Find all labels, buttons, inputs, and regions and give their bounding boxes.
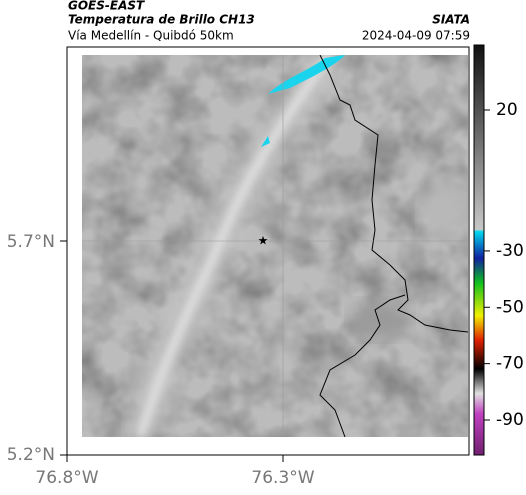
colorbar-tick-label: -50 xyxy=(496,297,524,317)
title: GOES-EAST xyxy=(68,0,145,13)
lat-label: 5.7°N xyxy=(7,232,55,252)
colorbar-tick-label: -70 xyxy=(496,354,524,374)
lat-label: 5.2°N xyxy=(7,445,55,465)
source: SIATA xyxy=(432,13,470,27)
satellite-image: ★ xyxy=(82,55,468,437)
colorbar xyxy=(473,44,485,456)
svg-text:★: ★ xyxy=(258,234,269,248)
lon-label: 76.3°W xyxy=(251,468,314,488)
lon-label: 76.8°W xyxy=(35,468,98,488)
colorbar-ticks: 20 -30 -50 -70 -90 xyxy=(484,100,524,430)
colorbar-tick-label: 20 xyxy=(496,100,518,120)
region: Vía Medellín - Quibdó 50km xyxy=(68,29,234,43)
map-frame xyxy=(66,46,470,456)
timestamp: 2024-04-09 07:59 xyxy=(362,29,470,43)
colorbar-tick-label: -90 xyxy=(496,410,524,430)
subtitle: Temperatura de Brillo CH13 xyxy=(68,13,255,27)
colorbar-tick-label: -30 xyxy=(496,241,524,261)
